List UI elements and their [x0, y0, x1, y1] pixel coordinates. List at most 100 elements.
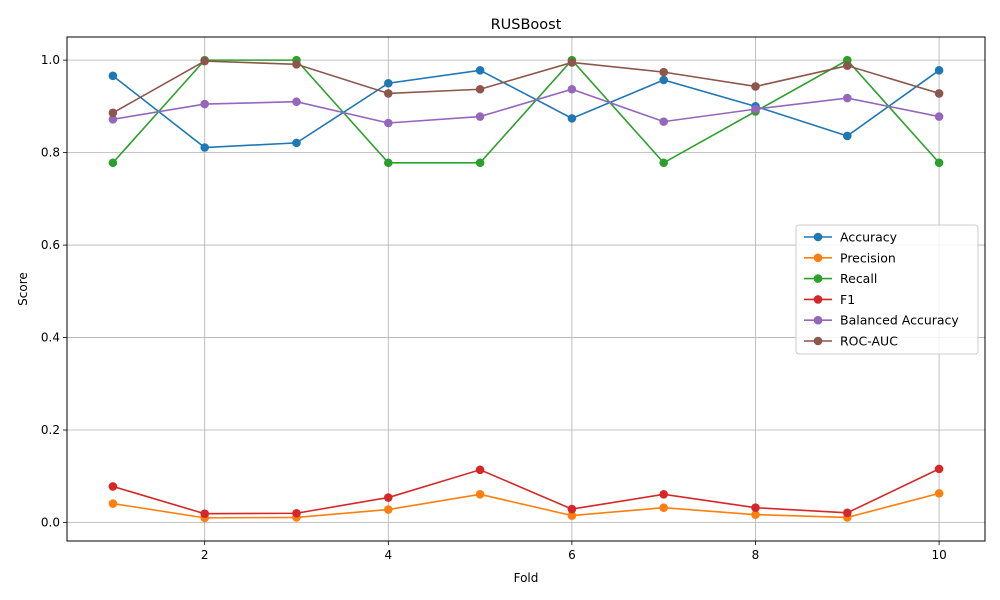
- legend-marker: [813, 253, 823, 263]
- series-line: [112, 69, 940, 149]
- data-point: [384, 505, 393, 514]
- data-point: [567, 58, 577, 67]
- data-point: [934, 464, 944, 474]
- data-point: [384, 118, 393, 128]
- data-point: [659, 75, 668, 85]
- data-point: [751, 104, 760, 114]
- legend-marker: [813, 295, 823, 304]
- data-point: [934, 112, 944, 121]
- data-point: [934, 158, 944, 168]
- data-point: [108, 499, 118, 508]
- x-tick-label: 10: [931, 548, 946, 562]
- y-tick-label: 0.2: [41, 423, 60, 437]
- data-point: [659, 489, 668, 499]
- data-point: [659, 158, 668, 168]
- series-line: [112, 468, 940, 515]
- legend-item: Recall: [804, 271, 877, 286]
- data-point: [200, 509, 209, 519]
- data-point: [292, 508, 301, 518]
- legend-item: Accuracy: [804, 230, 898, 245]
- x-tick-label: 6: [568, 548, 576, 562]
- series-roc-auc: [108, 56, 944, 118]
- legend-label: Accuracy: [840, 230, 898, 245]
- series-line: [112, 60, 940, 114]
- x-tick-label: 8: [752, 548, 760, 562]
- data-point: [108, 115, 118, 124]
- data-point: [934, 89, 944, 98]
- data-point: [200, 99, 209, 109]
- data-point: [108, 71, 118, 81]
- data-point: [751, 503, 760, 513]
- data-point: [475, 465, 485, 475]
- data-point: [475, 489, 485, 499]
- y-tick-label: 0.0: [41, 516, 60, 530]
- legend-label: Recall: [840, 271, 877, 286]
- data-point: [200, 56, 209, 66]
- data-point: [843, 508, 852, 518]
- series-line: [112, 58, 940, 164]
- y-axis-title: Score: [16, 272, 30, 306]
- legend-item: Precision: [804, 250, 896, 265]
- data-point: [659, 503, 668, 513]
- chart-title: RUSBoost: [491, 17, 562, 33]
- data-point: [751, 510, 760, 519]
- x-axis-title: Fold: [514, 571, 539, 585]
- data-point: [475, 158, 485, 168]
- y-tick-label: 0.6: [41, 238, 60, 252]
- data-point: [108, 158, 118, 168]
- data-point: [475, 84, 485, 94]
- data-point: [659, 117, 668, 126]
- legend: Accuracy Precision Recall F1 Balanced Accura…: [795, 224, 979, 355]
- data-point: [292, 59, 301, 69]
- legend-label: Balanced Accuracy: [840, 313, 959, 328]
- data-point: [292, 97, 301, 107]
- data-point: [567, 84, 577, 94]
- data-point: [843, 131, 852, 141]
- data-point: [108, 108, 118, 118]
- legend-marker: [813, 232, 823, 242]
- x-tick-label: 4: [384, 548, 392, 562]
- series-balanced-accuracy: [108, 84, 944, 128]
- data-point: [934, 65, 944, 75]
- data-point: [567, 504, 577, 514]
- data-point: [659, 67, 668, 77]
- data-point: [751, 82, 760, 91]
- data-point: [567, 114, 577, 123]
- series-accuracy: [108, 65, 944, 152]
- data-point: [567, 511, 577, 520]
- legend-item: Balanced Accuracy: [804, 313, 959, 328]
- series-layer: [108, 55, 944, 523]
- legend-label: Precision: [840, 250, 896, 265]
- data-point: [843, 61, 852, 70]
- data-point: [200, 143, 209, 152]
- legend-marker: [813, 336, 823, 346]
- series-line: [112, 492, 940, 519]
- legend-label: F1: [840, 292, 855, 307]
- y-tick-label: 1.0: [41, 53, 60, 67]
- x-tick-label: 2: [201, 548, 209, 562]
- legend-item: F1: [804, 292, 855, 307]
- data-point: [475, 65, 485, 75]
- legend-label: ROC-AUC: [840, 334, 898, 349]
- data-point: [384, 158, 393, 168]
- legend-marker: [813, 315, 823, 325]
- data-point: [384, 89, 393, 98]
- data-point: [384, 493, 393, 502]
- series-precision: [108, 489, 944, 523]
- y-tick-label: 0.4: [41, 331, 60, 345]
- legend-item: ROC-AUC: [804, 334, 898, 349]
- data-point: [843, 93, 852, 103]
- y-tick-label: 0.8: [41, 146, 60, 160]
- series-line: [112, 88, 940, 124]
- data-point: [384, 78, 393, 88]
- plot-frame: [66, 36, 986, 542]
- data-point: [108, 482, 118, 491]
- data-point: [292, 138, 301, 148]
- legend-box: [795, 224, 979, 355]
- series-f1: [108, 464, 944, 519]
- data-point: [475, 112, 485, 121]
- legend-marker: [813, 274, 823, 283]
- data-point: [934, 489, 944, 498]
- axis-ticks: 2 4 6 8 10 0.0 0.2 0.4 0.6 0.8 1.0: [41, 53, 947, 562]
